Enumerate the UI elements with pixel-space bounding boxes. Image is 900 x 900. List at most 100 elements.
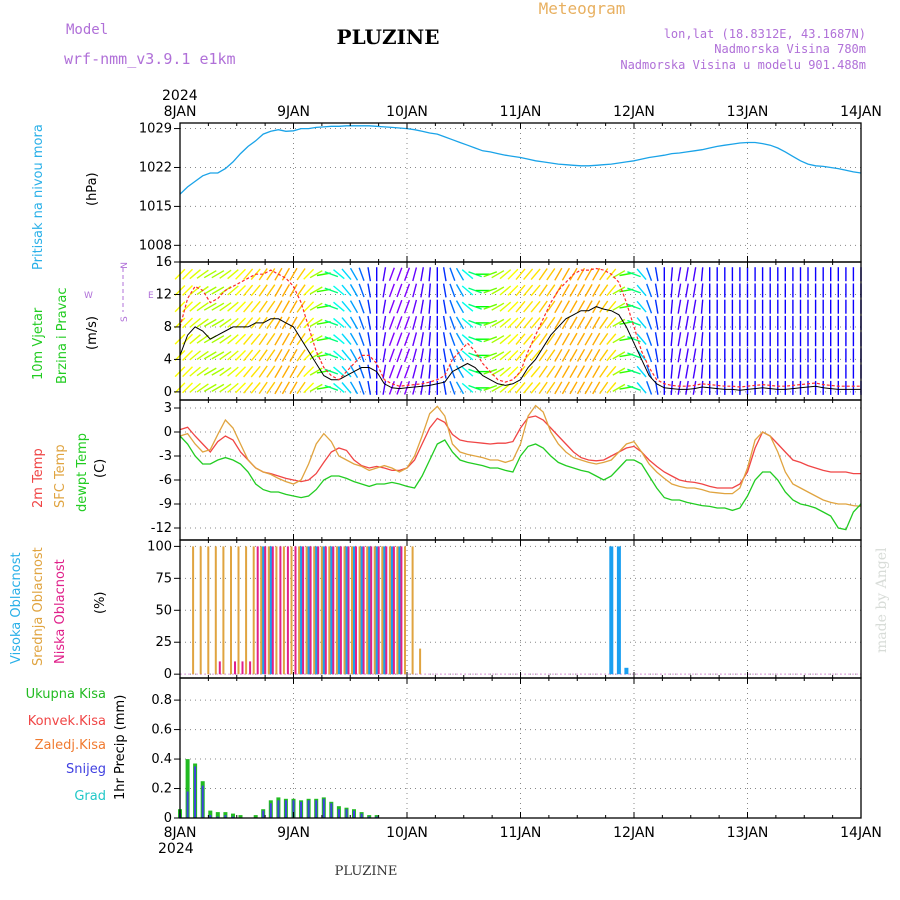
- cloud-mid-bar: [320, 546, 323, 675]
- wind-barb: [592, 365, 601, 379]
- wind-barb: [546, 316, 556, 330]
- wind-barb: [358, 283, 365, 298]
- y-tick-label: 0.6: [151, 723, 172, 738]
- wind-barb: [554, 300, 563, 314]
- wind-barb: [281, 365, 291, 379]
- precip-total-bar: [223, 812, 228, 818]
- y-tick-label: 100: [147, 539, 172, 554]
- wind-barb: [442, 380, 447, 395]
- wind-barb: [499, 269, 512, 280]
- precip-snow-bar: [375, 816, 378, 818]
- wind-barb: [449, 267, 456, 282]
- wind-barb: [196, 318, 209, 328]
- wind-barb: [358, 299, 365, 314]
- wind-barb: [309, 286, 323, 295]
- wind-barb: [442, 299, 447, 314]
- wind-barb: [606, 382, 617, 394]
- temp-2m-line: [179, 415, 861, 489]
- wind-barb: [274, 316, 283, 330]
- cloud-high-bar: [397, 546, 402, 675]
- wind-barb: [483, 287, 498, 294]
- wind-barb: [227, 366, 239, 377]
- cloud-low-bar: [218, 661, 221, 675]
- wind-barb: [677, 380, 682, 395]
- wind-barb: [468, 319, 482, 326]
- cloud-high-bar: [329, 546, 334, 675]
- cloud-low-bar: [377, 546, 380, 675]
- y-tick-label: 0: [164, 425, 172, 440]
- wind-barb: [538, 284, 548, 297]
- precip-label-conv: Konvek.Kisa: [28, 714, 106, 729]
- wind-barb: [250, 300, 261, 313]
- wind-barb: [341, 382, 352, 394]
- wind-barb: [654, 283, 659, 298]
- wind-barb: [561, 267, 571, 281]
- day-label-top: 9JAN: [277, 104, 310, 120]
- wind-barb: [281, 284, 291, 297]
- wind-barb: [289, 332, 298, 346]
- wind-barb: [569, 348, 578, 362]
- cloud-mid-bar: [282, 546, 285, 675]
- day-label-bottom: 8JAN: [164, 825, 197, 841]
- y-tick-label: 1022: [139, 161, 172, 176]
- wind-barb: [576, 284, 586, 297]
- wind-barb: [569, 316, 578, 330]
- wind-barb: [538, 300, 548, 313]
- wind-barb: [523, 365, 534, 378]
- wind-barb: [592, 348, 601, 362]
- wind-barb: [189, 334, 201, 345]
- wind-barb: [358, 267, 365, 282]
- meteogram-title: Meteogram: [539, 0, 626, 18]
- pressure-label: Pritisak na nivou mora: [31, 124, 46, 270]
- wind-barb: [507, 333, 519, 345]
- wind-barb: [584, 316, 593, 330]
- wind-barb: [303, 350, 315, 361]
- wind-barb: [309, 318, 323, 328]
- wind-barb: [599, 333, 609, 346]
- wind-barb: [303, 301, 315, 313]
- y-tick-label: 1029: [139, 122, 172, 137]
- wind-barb: [515, 349, 526, 362]
- precip-total-bar: [185, 759, 190, 818]
- wind-barb: [403, 283, 411, 298]
- wind-barb: [455, 348, 465, 362]
- cloud-mid-bar: [252, 546, 255, 675]
- wind-barb: [491, 302, 505, 311]
- wind-barb: [692, 299, 697, 314]
- cloud-high-bar: [624, 667, 629, 675]
- wind-speed-line: [179, 306, 861, 391]
- wind-barb: [538, 381, 548, 394]
- wind-barb: [189, 269, 201, 280]
- wind-barb: [258, 381, 268, 394]
- wind-barb: [428, 283, 431, 298]
- precip-snow-bar: [315, 800, 318, 818]
- compass-s: S: [120, 316, 130, 322]
- cloud-mid-bar: [328, 546, 331, 675]
- wind-barb: [349, 348, 359, 362]
- wind-barb: [235, 268, 246, 280]
- precip-snow-bar: [353, 810, 355, 818]
- wind-barb: [685, 380, 689, 395]
- wind-barb: [569, 381, 578, 395]
- wind-barb: [654, 348, 659, 363]
- wind-barb: [685, 283, 689, 298]
- wind-barb: [636, 284, 647, 297]
- wind-barb: [203, 383, 217, 393]
- wind-barb: [274, 284, 283, 297]
- cloud-mid-bar: [207, 546, 210, 675]
- cloud-low-bar: [400, 546, 403, 675]
- wind-barb: [670, 315, 674, 330]
- pressure-unit: (hPa): [85, 172, 100, 206]
- precip-snow-bar: [186, 791, 189, 818]
- wind-barb: [341, 349, 352, 362]
- wind-barb: [700, 380, 704, 395]
- wind-barb: [235, 350, 246, 361]
- wind-barb: [700, 315, 704, 330]
- wind-barb: [281, 332, 291, 346]
- cloud-mid-bar: [222, 546, 225, 675]
- wind-barb: [670, 348, 674, 363]
- wind-barb: [420, 348, 424, 363]
- cloud-low-bar: [362, 546, 365, 675]
- wind-barb: [341, 268, 352, 281]
- wind-barb: [388, 283, 395, 298]
